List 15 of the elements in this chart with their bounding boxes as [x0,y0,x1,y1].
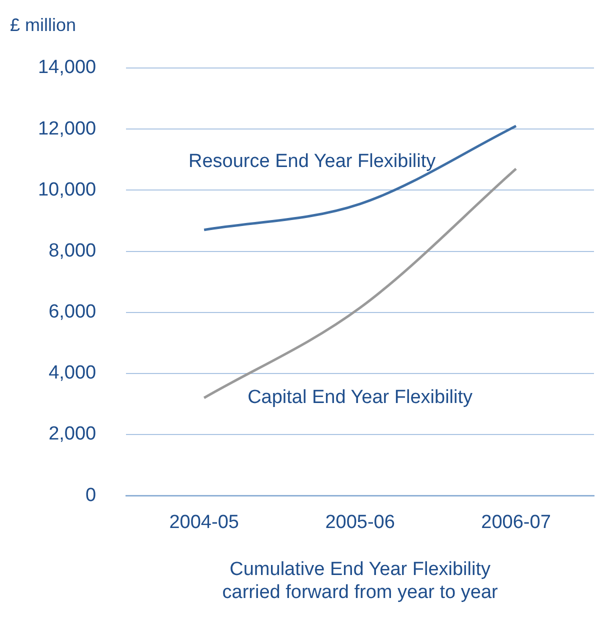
y-tick-label: 8,000 [48,240,96,262]
x-tick-label: 2006-07 [481,512,551,534]
x-tick-label: 2005-06 [325,512,395,534]
series-label: Resource End Year Flexibility [188,151,436,172]
y-tick-label: 4,000 [48,362,96,384]
x-tick-label: 2004-05 [169,512,239,534]
y-tick-label: 6,000 [48,302,96,323]
x-axis-title: Cumulative End Year Flexibility carried forward from year to year [222,559,499,603]
y-tick-label: 2,000 [48,424,96,445]
y-tick-label: 10,000 [38,179,96,200]
y-tick-label: 12,000 [38,118,96,140]
series-label: Capital End Year Flexibility [248,386,474,408]
y-tick-label: 0 [86,484,96,506]
y-tick-label: 14,000 [38,57,96,78]
y-axis-title: £ million [10,14,76,35]
